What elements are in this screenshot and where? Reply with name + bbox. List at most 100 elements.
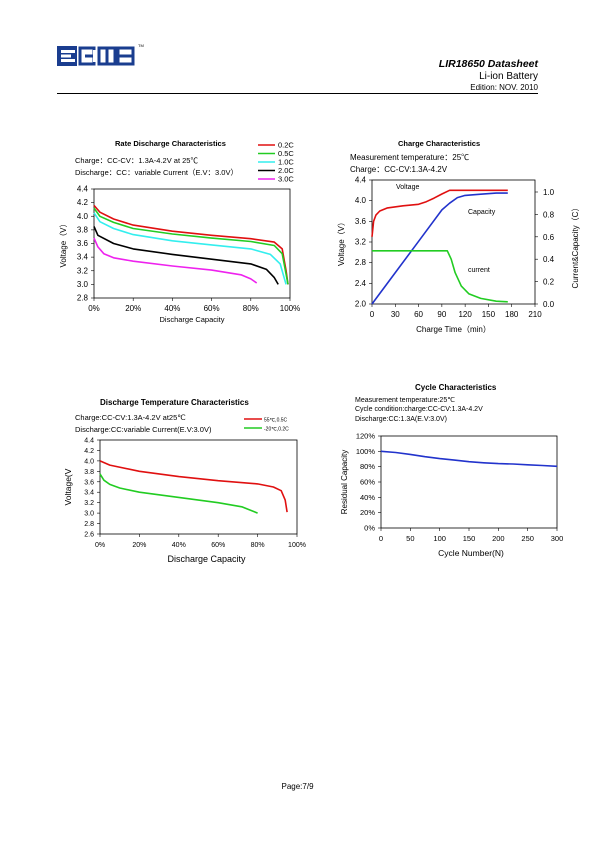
series-line-1	[99, 473, 258, 514]
x-tick-label-2: 80%	[251, 542, 265, 549]
x-tick-label-1: 30	[391, 310, 400, 319]
temp-chart-title: Discharge Temperature Characteristics	[100, 398, 249, 407]
annotation-voltage: Voltage	[396, 184, 419, 191]
cycle-chart-title: Cycle Characteristics	[415, 383, 497, 392]
x-tick-label-2: 20%	[132, 542, 146, 549]
cycle-chart-note-cycle: Cycle condition:charge:CC-CV:1.3A-4.2V	[355, 406, 483, 413]
series-line-0	[99, 460, 288, 513]
legend-label-0: 55℃,0.5C	[264, 418, 288, 424]
series-line-2.0C	[93, 226, 279, 285]
y-axis-label: Voltage(V	[63, 468, 73, 505]
x-tick-label-3: 300	[551, 534, 564, 543]
legend-label-3.0C: 3.0C	[278, 175, 294, 184]
x-tick-label-1: 210	[528, 310, 542, 319]
x-tick-label-3: 0	[379, 534, 383, 543]
y-tick-label-0: 4.4	[77, 185, 89, 194]
plot-frame-1	[371, 179, 536, 305]
y-axis-label: Voltage（V）	[59, 219, 68, 267]
y2-tick-label: 0.6	[543, 233, 555, 242]
y-tick-label-1: 3.2	[355, 238, 367, 247]
y-tick-label-1: 4.0	[355, 196, 367, 205]
y-tick-label-1: 4.4	[355, 176, 367, 185]
x-tick-label-3: 100	[433, 534, 446, 543]
y-tick-label-0: 3.0	[77, 280, 89, 289]
x-tick-label-0: 100%	[280, 304, 300, 313]
x-tick-label-3: 50	[406, 534, 414, 543]
y-tick-label-3: 60%	[360, 478, 375, 487]
series-line-voltage	[371, 189, 508, 237]
trademark: TM	[138, 43, 144, 48]
x-tick-label-0: 0%	[88, 304, 100, 313]
x-tick-label-1: 90	[437, 310, 446, 319]
y2-tick-label: 0.0	[543, 300, 555, 309]
rate-chart-title: Rate Discharge Characteristics	[115, 139, 226, 148]
y-tick-label-2: 3.6	[84, 479, 94, 486]
legend-label-1.0C: 1.0C	[278, 158, 294, 167]
doc-subtitle: Li-ion Battery	[479, 71, 538, 82]
x-tick-label-3: 200	[492, 534, 505, 543]
y-tick-label-3: 40%	[360, 493, 375, 502]
header-rule	[57, 93, 538, 94]
y-tick-label-0: 3.6	[77, 239, 89, 248]
series-line-1.0C	[93, 212, 287, 285]
legend-label-0.2C: 0.2C	[278, 141, 294, 150]
y-tick-label-0: 3.4	[77, 253, 89, 262]
y2-tick-label: 0.8	[543, 210, 555, 219]
x-tick-label-0: 60%	[204, 304, 220, 313]
x-tick-label-0: 20%	[125, 304, 141, 313]
y-tick-label-3: 80%	[360, 462, 375, 471]
rate-chart-note-charge: Charge：CC-CV：1.3A-4.2V at 25℃	[75, 156, 198, 165]
y-tick-label-2: 2.6	[84, 532, 94, 539]
x-tick-label-3: 150	[463, 534, 476, 543]
legend-label-2.0C: 2.0C	[278, 166, 294, 175]
temp-chart-note-discharge: Discharge:CC:variable Current(E.V:3.0V)	[75, 425, 212, 434]
y-tick-label-0: 4.0	[77, 212, 89, 221]
y-tick-label-2: 4.4	[84, 438, 94, 445]
y2-tick-label: 0.4	[543, 255, 555, 264]
y-axis-label: Residual Capacity	[340, 450, 349, 514]
x-tick-label-1: 0	[370, 310, 375, 319]
page-number: Page:7/9	[281, 782, 314, 791]
charge-chart-note-charge: Charge：CC-CV:1.3A-4.2V	[350, 165, 448, 174]
y-tick-label-1: 2.8	[355, 258, 367, 267]
cycle-chart-note-temp: Measurement temperature:25℃	[355, 397, 456, 404]
y-tick-label-0: 4.2	[77, 198, 89, 207]
y-axis-label: Voltage（V）	[337, 218, 346, 266]
x-tick-label-2: 60%	[211, 542, 225, 549]
series-line-3.0C	[93, 237, 258, 284]
y-tick-label-0: 3.2	[77, 266, 89, 275]
series-line-capacity	[371, 192, 508, 305]
y-tick-label-3: 120%	[356, 432, 376, 441]
x-tick-label-0: 80%	[243, 304, 259, 313]
y-tick-label-2: 2.8	[84, 521, 94, 528]
y-tick-label-2: 4.0	[84, 458, 94, 465]
annotation-current: current	[468, 267, 490, 274]
x-axis-label: Cycle Number(N)	[438, 548, 504, 558]
y-tick-label-0: 2.8	[77, 294, 89, 303]
x-tick-label-2: 100%	[288, 542, 306, 549]
y-tick-label-1: 2.4	[355, 279, 367, 288]
y-tick-label-2: 3.0	[84, 511, 94, 518]
x-tick-label-1: 180	[505, 310, 519, 319]
x-axis-label: Discharge Capacity	[159, 315, 224, 324]
series-line-0.2C	[93, 204, 289, 285]
charge-chart-title: Charge Characteristics	[398, 139, 481, 148]
y-tick-label-2: 3.8	[84, 469, 94, 476]
y-tick-label-2: 3.2	[84, 500, 94, 507]
charge-chart-note-temp: Measurement temperature：25℃	[350, 153, 470, 162]
legend-label-1: -20℃,0.2C	[264, 427, 289, 433]
y-tick-label-2: 3.4	[84, 490, 94, 497]
y-tick-label-3: 20%	[360, 508, 375, 517]
y2-tick-label: 0.2	[543, 278, 555, 287]
y-tick-label-2: 4.2	[84, 448, 94, 455]
y-tick-label-1: 3.6	[355, 217, 367, 226]
x-tick-label-1: 150	[482, 310, 496, 319]
legend-label-0.5C: 0.5C	[278, 149, 294, 158]
x-tick-label-2: 0%	[95, 542, 105, 549]
annotation-capacity: Capacity	[468, 209, 496, 216]
x-tick-label-3: 250	[521, 534, 534, 543]
series-line-current	[372, 250, 508, 303]
series-line-capacity	[380, 450, 558, 468]
x-axis-label: Charge Time（min）	[416, 325, 491, 334]
